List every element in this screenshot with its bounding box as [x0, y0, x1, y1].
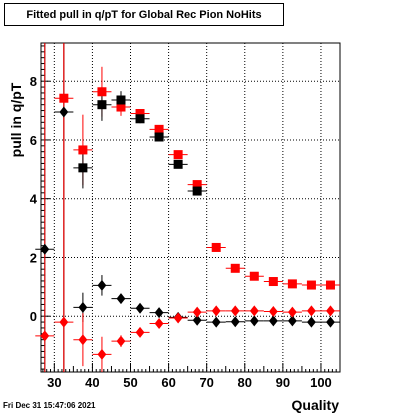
data-point-diamond: [268, 315, 278, 327]
data-point-diamond: [268, 305, 278, 317]
data-point-diamond: [40, 243, 50, 255]
x-tick-label: 30: [47, 375, 61, 390]
data-point-square: [116, 95, 126, 105]
grid-lines: [41, 43, 340, 372]
y-tick-label: 4: [30, 192, 38, 207]
data-point-diamond: [135, 326, 145, 338]
data-point-square: [173, 150, 183, 160]
data-point-diamond: [59, 106, 69, 118]
data-point-square: [230, 263, 240, 273]
data-point-diamond: [97, 348, 107, 360]
data-point-diamond: [135, 302, 145, 314]
data-point-square: [154, 132, 164, 142]
data-point-diamond: [211, 305, 221, 317]
data-point-diamond: [192, 314, 202, 326]
data-point-square: [192, 180, 202, 190]
data-point-diamond: [249, 305, 259, 317]
data-point-diamond: [116, 335, 126, 347]
tick-labels: 30 40 50 60 70 80 90 100 0 2 4 6 8: [30, 74, 332, 390]
data-point-diamond: [287, 315, 297, 327]
data-point-square: [78, 145, 88, 155]
data-point-square: [173, 159, 183, 169]
x-tick-label: 80: [238, 375, 252, 390]
y-tick-label: 2: [30, 250, 37, 265]
data-point-diamond: [116, 293, 126, 305]
data-point-diamond: [78, 334, 88, 346]
x-tick-label: 50: [123, 375, 137, 390]
y-tick-label: 8: [30, 74, 37, 89]
data-point-diamond: [326, 305, 335, 317]
timestamp: Fri Dec 31 15:47:06 2021: [3, 401, 96, 410]
data-point-diamond: [154, 307, 164, 319]
data-point-diamond: [230, 316, 240, 328]
y-axis-label: pull in q/pT: [8, 82, 24, 157]
data-point-diamond: [230, 305, 240, 317]
axis-ticks: [41, 45, 341, 372]
data-point-diamond: [97, 279, 107, 291]
data-point-diamond: [59, 316, 69, 328]
data-point-diamond: [287, 306, 297, 318]
data-point-square: [97, 100, 107, 110]
data-point-diamond: [249, 315, 259, 327]
data-point-square: [59, 93, 69, 103]
data-markers: [40, 87, 335, 360]
data-point-square: [287, 279, 297, 289]
data-point-square: [135, 109, 145, 118]
chart-title: Fitted pull in q/pT for Global Rec Pion …: [4, 3, 284, 26]
data-point-square: [306, 280, 316, 290]
data-point-square: [78, 163, 88, 173]
data-point-diamond: [326, 316, 335, 328]
data-point-diamond: [40, 330, 50, 342]
data-point-square: [211, 242, 221, 252]
y-tick-label: 0: [30, 309, 37, 324]
data-point-diamond: [192, 306, 202, 318]
data-point-square: [249, 271, 259, 281]
data-point-diamond: [307, 316, 316, 328]
data-point-diamond: [78, 301, 88, 313]
data-point-diamond: [307, 305, 316, 317]
data-point-square: [192, 186, 202, 196]
data-point-square: [325, 280, 335, 290]
data-point-square: [116, 102, 126, 112]
data-point-diamond: [211, 316, 221, 328]
data-point-diamond: [173, 312, 183, 324]
x-axis-label: Quality: [292, 397, 340, 413]
data-point-square: [97, 87, 107, 97]
x-tick-label: 70: [199, 375, 213, 390]
data-point-square: [135, 114, 145, 124]
x-tick-label: 90: [276, 375, 290, 390]
plot-frame: [40, 42, 341, 373]
x-tick-label: 100: [310, 375, 332, 390]
data-point-square: [154, 124, 164, 134]
x-tick-label: 60: [161, 375, 175, 390]
data-point-square: [268, 277, 278, 287]
x-tick-label: 40: [85, 375, 99, 390]
y-tick-label: 6: [30, 133, 37, 148]
data-point-diamond: [154, 318, 164, 330]
